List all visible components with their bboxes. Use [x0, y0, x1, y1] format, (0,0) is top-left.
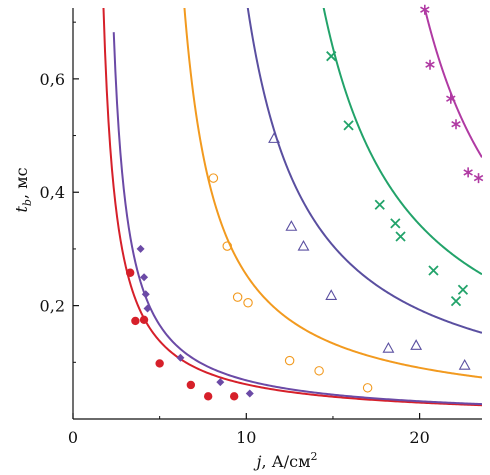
x-axis-label-units: , А/см	[261, 452, 310, 471]
data-point	[208, 173, 219, 183]
data-point	[446, 93, 456, 104]
data-point	[268, 132, 280, 143]
data-point	[141, 290, 150, 299]
data-point	[136, 244, 145, 253]
fit-curve	[322, 8, 482, 276]
plot-area	[102, 4, 484, 407]
data-point	[216, 378, 225, 387]
x-tick-label: 0	[68, 428, 78, 447]
data-point	[458, 359, 471, 370]
series-2	[112, 32, 482, 406]
data-point	[425, 59, 435, 70]
data-point	[229, 392, 239, 401]
y-axis-label-subscript: b	[21, 199, 34, 206]
data-point	[284, 355, 295, 366]
data-point	[325, 289, 338, 300]
y-axis-label-symbol: t	[12, 206, 31, 213]
data-point	[343, 120, 354, 131]
x-tick-label: 10	[236, 428, 256, 447]
series-5	[322, 8, 482, 307]
series-3	[183, 8, 482, 393]
data-point	[125, 268, 135, 277]
data-point	[362, 383, 373, 393]
fit-curve	[183, 8, 482, 379]
data-point	[473, 173, 484, 184]
data-point	[410, 339, 423, 350]
series-1	[102, 8, 482, 407]
y-tick-label: 0,2	[40, 297, 65, 316]
data-point	[243, 298, 253, 308]
data-point	[420, 4, 430, 15]
y-axis-label: tb, мс	[12, 167, 34, 212]
data-point	[203, 392, 213, 401]
data-point	[395, 231, 406, 242]
data-point	[297, 239, 310, 251]
data-point	[245, 389, 254, 398]
data-point	[222, 241, 232, 251]
data-point	[131, 316, 140, 326]
data-point	[186, 380, 196, 390]
data-point	[450, 295, 462, 307]
x-tick-label: 20	[409, 428, 429, 447]
data-point	[428, 265, 439, 276]
data-point	[326, 51, 337, 62]
data-point	[451, 119, 461, 130]
fit-curve	[112, 32, 482, 406]
data-point	[139, 315, 149, 324]
axis-ticks: 0 10 20 0,2 0,4 0,6	[40, 21, 430, 447]
data-point	[382, 342, 395, 353]
data-point	[285, 220, 298, 231]
x-axis-label-exponent: 2	[311, 450, 318, 463]
data-point	[155, 359, 164, 368]
data-point	[176, 353, 185, 362]
fit-curve	[423, 8, 482, 158]
data-point	[390, 218, 401, 229]
y-tick-label: 0,6	[40, 70, 65, 89]
data-point	[232, 292, 243, 302]
fit-curve	[102, 8, 482, 407]
data-point	[314, 366, 324, 376]
series-6	[420, 4, 484, 184]
series-4	[246, 8, 482, 370]
x-axis-label: j, А/см2	[253, 450, 317, 471]
x-axis-label-symbol: j	[253, 452, 261, 471]
y-tick-label: 0,4	[40, 183, 65, 202]
data-point	[374, 199, 385, 210]
fit-curve	[246, 8, 482, 334]
data-point	[143, 304, 152, 313]
data-point	[463, 167, 473, 178]
data-point	[140, 273, 149, 282]
y-axis-label-units: , мс	[12, 167, 31, 199]
data-point	[457, 284, 469, 295]
